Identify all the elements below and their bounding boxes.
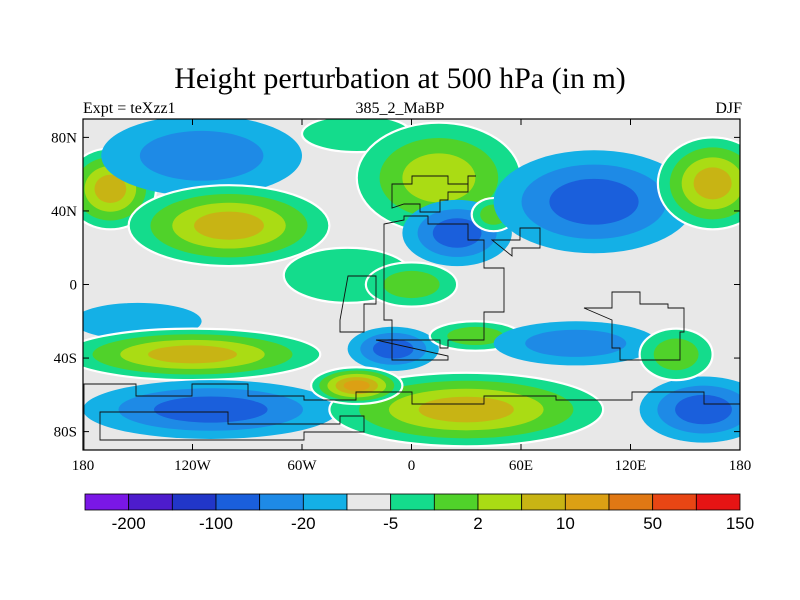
colorbar-swatch [652, 493, 697, 511]
x-tick-label: 180 [72, 458, 95, 474]
colorbar-swatch [608, 493, 654, 511]
contour-band [549, 178, 639, 225]
colorbar-swatch [84, 493, 130, 511]
coastline-segment [391, 175, 476, 213]
x-tick-label: 60E [509, 458, 533, 474]
colorbar-swatch [259, 493, 304, 511]
zero-contour [310, 366, 404, 406]
colorbar-swatch [302, 493, 348, 511]
contour-band [139, 130, 264, 181]
coastline-segment [490, 227, 541, 257]
contour-band [148, 345, 237, 364]
zero-contour [638, 327, 714, 382]
chart-title: Height perturbation at 500 hPa (in m) [174, 62, 626, 95]
experiment-label: Expt = teXzz1 [83, 100, 176, 117]
contour-field [83, 119, 740, 450]
zero-contour [656, 136, 740, 231]
colorbar-swatch [390, 493, 435, 511]
contour-band [383, 270, 440, 299]
zero-contour [328, 371, 605, 448]
colorbar-swatch [477, 493, 523, 511]
y-tick-label: 80S [54, 425, 77, 441]
colorbar-label: 2 [473, 514, 482, 533]
zero-contour [83, 327, 322, 382]
x-tick-label: 60W [287, 458, 317, 474]
y-tick-label: 80N [51, 130, 77, 146]
colorbar-swatch [346, 493, 392, 511]
axis-ticks: 180 120W 60W 0 60E 120E 180 80N 40N 0 40S 80S [51, 119, 751, 474]
contour-band [343, 380, 370, 391]
contour-band [418, 396, 514, 423]
colorbar-label: 150 [726, 514, 754, 533]
x-tick-label: 0 [408, 458, 416, 474]
contour-band [693, 167, 732, 200]
season-label: DJF [715, 100, 742, 117]
coastline-segment [583, 291, 685, 361]
contour-band [447, 326, 504, 346]
coastline-segment [375, 339, 449, 361]
colorbar-swatch [128, 493, 173, 511]
colorbar-swatch [171, 493, 217, 511]
colorbar-swatch [521, 493, 566, 511]
colorbar-label: -20 [291, 514, 316, 533]
colorbar-swatch [433, 493, 479, 511]
colorbar: -200 -100 -20 -5 2 10 50 150 [84, 493, 754, 533]
run-label: 385_2_MaBP [355, 100, 445, 117]
coastline-segment [83, 383, 740, 450]
x-tick-label: 120W [174, 458, 212, 474]
zero-contour [127, 184, 331, 268]
contour-band [372, 339, 414, 359]
colorbar-label: -100 [199, 514, 233, 533]
y-tick-label: 40N [51, 204, 77, 220]
contour-band [402, 153, 476, 203]
x-tick-label: 120E [615, 458, 647, 474]
colorbar-label: -5 [383, 514, 398, 533]
y-tick-label: 40S [54, 351, 77, 367]
contour-band [194, 211, 264, 240]
colorbar-label: 50 [643, 514, 662, 533]
coastlines [83, 175, 740, 450]
contour-band [153, 396, 268, 423]
coastline-segment [339, 275, 377, 333]
y-tick-label: 0 [70, 278, 78, 294]
contour-band [675, 394, 732, 425]
colorbar-label: -200 [112, 514, 146, 533]
colorbar-swatch [695, 493, 741, 511]
x-tick-label: 180 [729, 458, 752, 474]
coastline-segment [383, 215, 505, 349]
contour-band [653, 338, 699, 371]
colorbar-label: 10 [556, 514, 575, 533]
colorbar-swatch [215, 493, 261, 511]
contour-band [525, 329, 627, 357]
coastline-segment [99, 411, 365, 441]
zero-contour [364, 261, 459, 308]
contour-band [94, 174, 127, 203]
colorbar-swatch [564, 493, 610, 511]
